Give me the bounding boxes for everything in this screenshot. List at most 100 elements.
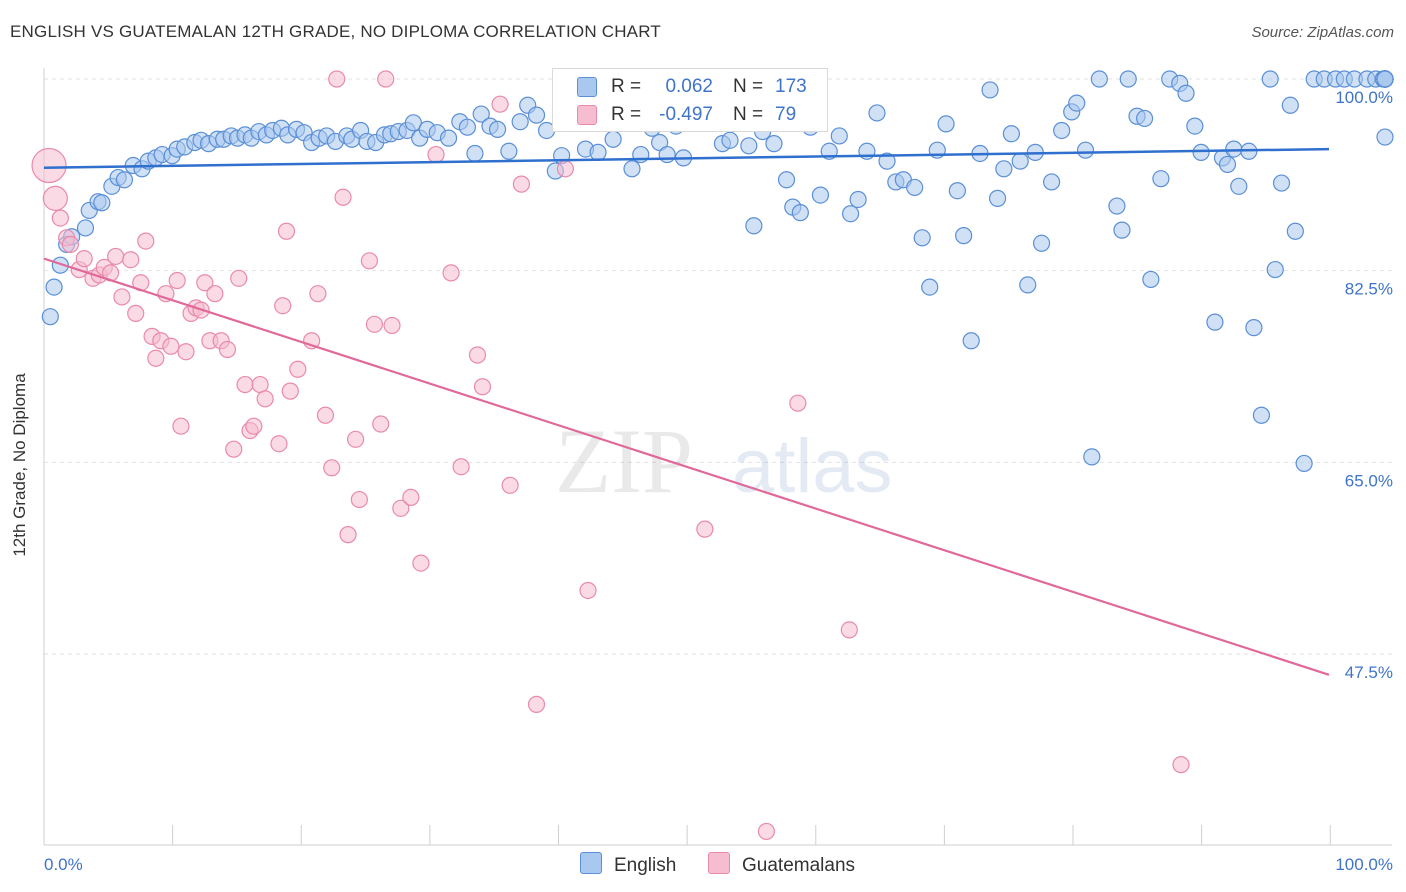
english-point-121 — [1032, 234, 1051, 252]
english-point-1 — [45, 278, 63, 296]
english-n-value: 173 — [775, 76, 807, 97]
guatemalan-legend-swatch — [708, 852, 730, 874]
english-trend-line — [43, 147, 1330, 169]
guatemalan-point-40 — [270, 435, 288, 453]
english-point-98 — [841, 205, 860, 223]
english-point-74 — [623, 160, 641, 178]
legend-row-guatemalans: R = -0.497 N = 79 — [553, 101, 827, 129]
english-point-78 — [658, 145, 676, 164]
guatemalan-point-52 — [346, 430, 365, 448]
english-point-111 — [955, 227, 973, 245]
english-point-85 — [721, 131, 739, 149]
english-point-150 — [1266, 260, 1284, 279]
english-point-97 — [830, 127, 848, 145]
trend-lines — [43, 147, 1330, 676]
guatemalan-point-62 — [427, 145, 445, 164]
english-r-value: 0.062 — [665, 76, 713, 97]
english-point-134 — [1142, 270, 1160, 289]
english-point-128 — [1090, 70, 1108, 88]
guatemalan-point-78 — [1172, 756, 1190, 774]
english-point-11 — [115, 171, 134, 189]
english-point-60 — [500, 142, 518, 160]
english-point-109 — [937, 115, 955, 133]
guatemalan-point-37 — [245, 417, 263, 435]
english-point-152 — [1281, 96, 1299, 114]
y-tick-labels: 100.0% 82.5% 65.0% 47.5% — [1335, 88, 1393, 682]
english-point-149 — [1261, 70, 1279, 88]
guatemalan-point-49 — [328, 70, 346, 88]
guatemalan-point-48 — [323, 459, 341, 477]
english-points — [41, 70, 1394, 473]
guatemalan-point-12 — [113, 288, 131, 306]
english-point-99 — [849, 190, 867, 209]
english-point-123 — [1053, 121, 1071, 140]
guatemalan-point-69 — [512, 175, 531, 193]
guatemalan-point-77 — [840, 621, 858, 639]
guatemalan-r-label: R = — [611, 104, 642, 125]
english-point-154 — [1295, 454, 1313, 473]
english-point-5 — [76, 219, 95, 237]
english-point-115 — [988, 189, 1007, 207]
guatemalan-point-1 — [42, 185, 68, 211]
guatemalan-point-4 — [61, 235, 80, 253]
english-legend-swatch — [580, 852, 602, 874]
english-point-95 — [811, 186, 830, 204]
guatemalan-point-6 — [75, 250, 93, 268]
english-point-143 — [1218, 155, 1237, 174]
guatemalan-point-14 — [127, 304, 145, 322]
english-point-130 — [1113, 221, 1131, 239]
english-point-91 — [777, 171, 796, 189]
english-point-61 — [511, 113, 529, 131]
english-point-2 — [51, 256, 69, 274]
y-tick-label-0: 100.0% — [1335, 88, 1393, 107]
y-axis-label: 12th Grade, No Diploma — [10, 373, 29, 557]
english-point-138 — [1177, 84, 1195, 102]
guatemalan-point-21 — [162, 337, 180, 355]
guatemalan-point-28 — [196, 274, 214, 292]
english-point-55 — [458, 118, 477, 136]
english-point-135 — [1152, 170, 1170, 188]
guatemalan-point-0 — [31, 147, 67, 184]
guatemalan-point-75 — [757, 822, 776, 841]
english-point-63 — [527, 106, 546, 124]
watermark: ZIP atlas — [555, 410, 893, 512]
english-point-140 — [1192, 143, 1210, 161]
guatemalan-point-51 — [339, 526, 357, 544]
legend-item-guatemalans[interactable]: Guatemalans — [708, 852, 855, 877]
legend-item-english[interactable]: English — [580, 852, 676, 877]
english-point-145 — [1230, 177, 1248, 195]
guatemalan-swatch — [577, 105, 597, 125]
guatemalan-point-76 — [789, 394, 807, 412]
x-tick-label-0: 0.0% — [44, 855, 83, 874]
x-tick-label-1: 100.0% — [1335, 855, 1393, 874]
guatemalan-point-16 — [137, 232, 155, 250]
legend-row-english: R = 0.062 N = 173 — [553, 73, 827, 101]
guatemalan-point-2 — [51, 209, 69, 227]
guatemalan-point-30 — [206, 285, 224, 303]
guatemalan-r-value: -0.497 — [659, 104, 713, 125]
guatemalan-point-38 — [251, 375, 269, 394]
guatemalan-point-65 — [468, 346, 487, 364]
english-point-110 — [948, 182, 966, 200]
y-tick-label-3: 47.5% — [1345, 663, 1393, 682]
english-point-90 — [765, 135, 783, 153]
guatemalan-point-42 — [277, 222, 296, 240]
english-point-185 — [1376, 70, 1394, 88]
guatemalan-point-58 — [383, 316, 401, 335]
guatemalan-point-74 — [696, 520, 714, 538]
chart-title: ENGLISH VS GUATEMALAN 12TH GRADE, NO DIP… — [10, 22, 661, 41]
english-point-49 — [404, 114, 422, 132]
english-point-105 — [906, 178, 924, 197]
english-point-129 — [1108, 197, 1126, 215]
guatemalan-point-55 — [365, 315, 384, 333]
english-point-56 — [466, 144, 484, 163]
guatemalan-point-53 — [350, 490, 368, 509]
english-point-59 — [488, 120, 507, 138]
guatemalan-point-44 — [289, 360, 307, 378]
correlation-legend: R = 0.062 N = 173 R = -0.497 N = 79 — [552, 68, 828, 132]
english-point-151 — [1272, 174, 1291, 192]
english-point-57 — [472, 105, 490, 123]
english-point-118 — [1011, 152, 1029, 170]
watermark-atlas: atlas — [732, 424, 893, 509]
